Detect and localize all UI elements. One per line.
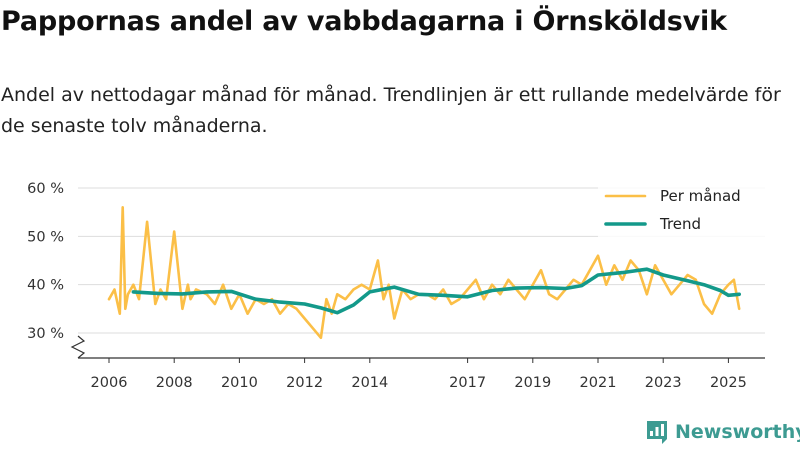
y-tick-label: 40 % [27,278,64,294]
brand-name: Newsworthy [675,421,800,443]
x-tick-label: 2006 [91,375,128,391]
x-tick-label: 2023 [645,375,682,391]
x-tick-label: 2019 [514,375,551,391]
series-line-trend [131,267,742,315]
newsworthy-logo-icon [647,421,667,444]
x-tick-label: 2021 [580,375,617,391]
legend-background [598,182,766,238]
x-tick-label: 2010 [221,375,258,391]
x-tick-label: 2008 [156,375,193,391]
legend-label: Trend [659,215,701,233]
x-tick-label: 2025 [710,375,747,391]
y-axis-break [70,335,86,359]
legend-label: Per månad [660,187,741,205]
x-tick-label: 2017 [449,375,486,391]
y-tick-label: 60 % [27,181,64,197]
x-tick-label: 2012 [286,375,323,391]
x-tick-label: 2014 [351,375,388,391]
series-line-per-manad [107,206,741,340]
y-tick-label: 50 % [27,229,64,245]
brand-logo: Newsworthy [645,419,800,445]
chart-subtitle: Andel av nettodagar månad för månad. Tre… [1,84,781,137]
chart-title: Pappornas andel av vabbdagarna i Örnsköl… [1,6,727,37]
y-tick-label: 30 % [27,326,64,342]
